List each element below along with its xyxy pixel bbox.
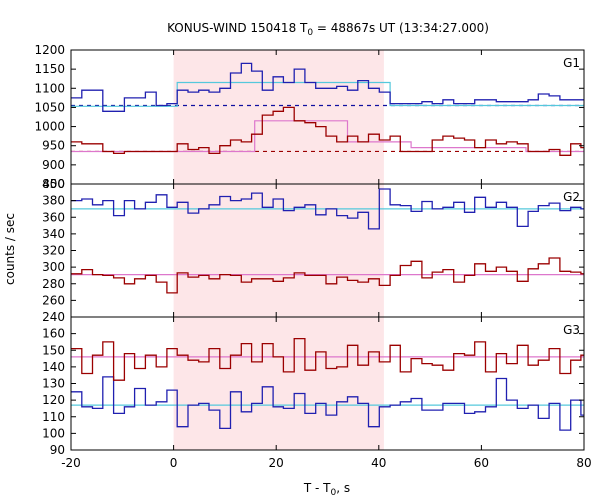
plot-layer: 85090095010001050110011501200G1240260280… (34, 43, 591, 470)
panel-label: G1 (563, 56, 580, 70)
y-tick-label: 1150 (34, 62, 65, 76)
y-tick-label: 380 (42, 194, 65, 208)
y-tick-label: 400 (42, 177, 65, 191)
light-curve-series-1 (71, 257, 584, 294)
y-axis-label: counts / sec (3, 213, 17, 285)
x-tick-label: 80 (576, 456, 591, 470)
y-tick-label: 240 (42, 310, 65, 324)
y-tick-label: 1200 (34, 43, 65, 57)
y-tick-label: 160 (42, 327, 65, 341)
light-curve-series-0 (71, 62, 584, 112)
y-tick-label: 130 (42, 377, 65, 391)
x-tick-label: -20 (61, 456, 81, 470)
panel-label: G2 (563, 190, 580, 204)
y-tick-label: 320 (42, 244, 65, 258)
y-tick-label: 260 (42, 293, 65, 307)
y-tick-label: 120 (42, 393, 65, 407)
y-tick-label: 150 (42, 343, 65, 357)
light-curve-series-1 (71, 106, 584, 156)
y-tick-label: 900 (42, 158, 65, 172)
y-tick-label: 360 (42, 210, 65, 224)
panel-label: G3 (563, 323, 580, 337)
x-axis-label: T - T0, s (303, 481, 350, 498)
y-tick-label: 90 (50, 443, 65, 457)
model-fit-line-1 (71, 120, 584, 153)
y-tick-label: 140 (42, 360, 65, 374)
light-curve-series-1 (71, 337, 584, 381)
y-tick-label: 850 (42, 177, 65, 191)
x-tick-label: 40 (371, 456, 386, 470)
y-tick-label: 950 (42, 139, 65, 153)
chart-title: KONUS-WIND 150418 T0 = 48867s UT (13:34:… (167, 21, 489, 38)
signal-interval-shade (173, 50, 384, 450)
y-tick-label: 280 (42, 277, 65, 291)
y-tick-label: 1100 (34, 81, 65, 95)
x-tick-label: 0 (170, 456, 178, 470)
light-curve-series-0 (71, 188, 584, 230)
x-tick-label: 60 (474, 456, 489, 470)
y-tick-label: 300 (42, 260, 65, 274)
panel-g3: 90 100 110 120 130 140 150 160 G3 (42, 316, 585, 457)
y-tick-label: 110 (42, 410, 65, 424)
y-tick-label: 1000 (34, 120, 65, 134)
y-tick-label: 100 (42, 426, 65, 440)
panel-g1: 850 900 950 1000 1050 1100 1150 1200 G1 (34, 43, 585, 191)
x-tick-label: 20 (269, 456, 284, 470)
y-tick-label: 340 (42, 227, 65, 241)
y-tick-label: 1050 (34, 100, 65, 114)
light-curve-series-0 (71, 376, 584, 431)
